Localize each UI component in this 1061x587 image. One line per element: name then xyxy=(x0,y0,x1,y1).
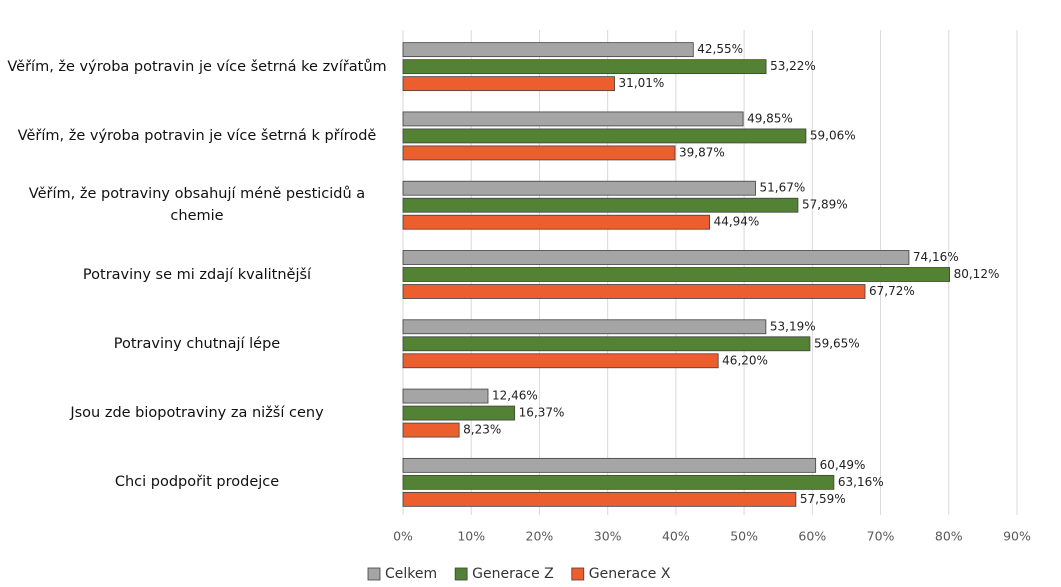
legend-swatch xyxy=(454,567,468,581)
value-label: 8,23% xyxy=(463,423,501,437)
value-label: 74,16% xyxy=(913,250,959,264)
bar xyxy=(402,388,489,404)
category-label: Potraviny se mi zdají kvalitnější xyxy=(82,266,312,283)
value-label: 49,85% xyxy=(747,111,793,125)
category-label: Věřím, že výroba potravin je více šetrná… xyxy=(17,127,377,144)
value-label: 53,19% xyxy=(770,319,816,333)
legend-swatch xyxy=(367,567,381,581)
bar xyxy=(402,422,460,438)
value-label: 59,65% xyxy=(814,336,860,350)
legend-label: Generace X xyxy=(589,566,671,582)
x-tick-label: 20% xyxy=(526,529,554,544)
category-label: Věřím, že výroba potravin je více šetrná… xyxy=(7,58,387,75)
value-label: 46,20% xyxy=(722,353,768,367)
value-label: 60,49% xyxy=(820,458,866,472)
x-tick-label: 0% xyxy=(393,529,413,544)
value-label: 53,22% xyxy=(770,59,816,73)
x-tick-label: 50% xyxy=(730,529,758,544)
bar xyxy=(402,59,767,75)
bar xyxy=(402,42,694,58)
bar xyxy=(402,457,817,473)
bar xyxy=(402,353,719,369)
value-label: 51,67% xyxy=(760,181,806,195)
category-label: Chci podpořit prodejce xyxy=(114,474,280,491)
bar xyxy=(402,474,835,490)
legend-label: Generace Z xyxy=(472,566,554,582)
value-label: 63,16% xyxy=(838,475,884,489)
bar xyxy=(402,405,516,421)
legend-label: Celkem xyxy=(385,566,437,582)
value-label: 44,94% xyxy=(714,215,760,229)
x-tick-label: 80% xyxy=(935,529,963,544)
x-tick-label: 70% xyxy=(867,529,895,544)
bar xyxy=(402,128,807,144)
x-tick-label: 10% xyxy=(457,529,485,544)
value-label: 57,59% xyxy=(800,492,846,506)
value-label: 42,55% xyxy=(697,42,743,56)
value-label: 31,01% xyxy=(619,76,665,90)
x-tick-label: 30% xyxy=(594,529,622,544)
x-tick-label: 90% xyxy=(1003,529,1031,544)
value-label: 57,89% xyxy=(802,198,848,212)
bar xyxy=(402,284,866,299)
x-tick-label: 40% xyxy=(662,529,690,544)
x-tick-label: 60% xyxy=(798,529,826,544)
bar xyxy=(402,197,799,213)
value-label: 12,46% xyxy=(492,389,538,403)
value-label: 39,87% xyxy=(679,145,725,159)
bar xyxy=(402,336,811,352)
bar xyxy=(402,180,756,196)
value-label: 59,06% xyxy=(810,128,856,142)
category-label: Potraviny chutnají lépe xyxy=(113,335,281,352)
bar xyxy=(402,214,710,230)
bar xyxy=(402,111,744,127)
bar xyxy=(402,267,950,282)
value-label: 16,37% xyxy=(519,406,565,420)
category-label: Věřím, že potraviny obsahují méně pestic… xyxy=(28,186,366,225)
bar xyxy=(402,76,615,92)
value-label: 80,12% xyxy=(954,267,1000,281)
bar xyxy=(402,491,797,507)
value-label: 67,72% xyxy=(869,284,915,298)
bar xyxy=(402,250,910,265)
category-label: Jsou zde biopotraviny za nižší ceny xyxy=(70,405,324,422)
legend-swatch xyxy=(571,567,585,581)
bar xyxy=(402,145,676,161)
bar xyxy=(402,319,767,335)
